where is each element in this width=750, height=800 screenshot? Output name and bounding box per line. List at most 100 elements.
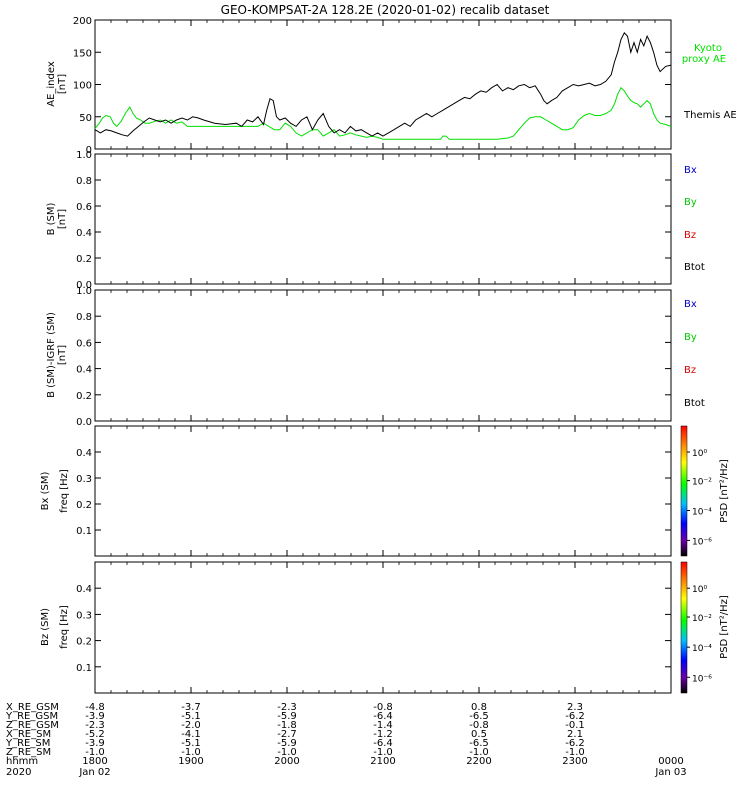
b-sm-igrf-ytick-label: 0.0 (76, 417, 92, 428)
bx-spectrogram-ytick-label: 0.3 (76, 474, 92, 485)
b-sm-ytick-label: 0.6 (76, 202, 92, 213)
bx-spectrogram-ytick-label: 0.2 (76, 500, 92, 511)
x-axis-value: 2.3 (567, 702, 583, 713)
bz-spectrogram-yunit: freq [Hz] (59, 605, 70, 649)
x-axis-value: Jan 03 (654, 767, 686, 778)
bz-colorbar-label: PSD [nT²/Hz] (719, 595, 730, 659)
x-axis-value: -1.0 (85, 747, 105, 758)
x-axis-value: -6.2 (565, 738, 585, 749)
x-axis-table: X_RE_GSMY_RE_GSMZ_RE_GSMX_RE_SMY_RE_SMZ_… (5, 702, 687, 778)
b-sm-igrf-yunit: [nT] (57, 345, 68, 365)
b-sm-legend-bz: Bz (684, 230, 696, 241)
b-sm-ytick-label: 0.2 (76, 254, 92, 265)
x-axis-row-label: Y_RE_GSM (5, 711, 58, 722)
x-axis-value: 0.8 (471, 702, 487, 713)
ae-yunit: [nT] (57, 74, 68, 94)
x-axis-value: -4.8 (85, 702, 105, 713)
x-axis-value: -1.0 (469, 747, 489, 758)
bx-spectrogram-colorbar-tick-label: 10⁻⁶ (692, 537, 712, 547)
x-axis-value: 2200 (466, 756, 491, 767)
b-sm-igrf-panel-frame (94, 289, 672, 422)
legend-kyoto-line2: proxy AE (682, 54, 726, 65)
bx-spectrogram-ytick-label: 0.1 (76, 526, 92, 537)
b-sm-igrf-ytick-label: 1.0 (76, 286, 92, 297)
x-axis-value: 1800 (82, 756, 107, 767)
bz-spectrogram-colorbar-tick-label: 10⁻⁶ (692, 674, 712, 684)
b-sm-igrf-ylabel: B (SM)-IGRF (SM) (46, 312, 57, 398)
ae-ytick-label: 0 (86, 145, 92, 156)
x-axis-value: -2.3 (277, 702, 297, 713)
bx-spectrogram-colorbar-tick-label: 10⁻² (692, 478, 712, 488)
x-axis-value: -6.4 (373, 738, 393, 749)
x-axis-row-label: hhmm (6, 756, 38, 767)
x-axis-value: -0.8 (469, 720, 489, 731)
x-axis-row-label: Y_RE_SM (5, 738, 50, 749)
b-sm-igrf-ytick-label: 0.8 (76, 312, 92, 323)
x-axis-value: -5.9 (277, 711, 297, 722)
x-axis-value: -5.1 (181, 711, 201, 722)
bz-spectrogram-frame (94, 561, 672, 694)
legend-kyoto-line1: Kyoto (694, 43, 722, 54)
ae-ylabel: AE_index (46, 61, 57, 107)
b-sm-igrf-panel: 0.0 0.2 0.4 0.6 0.8 1.0 B (SM)-IGRF (SM) [nT]… (46, 286, 705, 428)
b-sm-igrf-axes: 0.0 0.2 0.4 0.6 0.8 1.0 (76, 286, 672, 428)
b-sm-igrf-ytick-label: 0.2 (76, 391, 92, 402)
b-sm-legend-btot: Btot (684, 262, 705, 273)
ae-ytick-label: 150 (73, 48, 92, 59)
b-sm-igrf-ytick-label: 0.4 (76, 365, 92, 376)
bz-spectrogram-axes: 0.1 0.2 0.3 0.4 (76, 562, 672, 693)
b-sm-ytick-label: 0.0 (76, 280, 92, 291)
x-axis-value: -5.1 (181, 738, 201, 749)
kyoto-proxy-ae-line (94, 86, 672, 140)
x-axis-value: -3.9 (85, 711, 105, 722)
x-axis-value: 2000 (274, 756, 299, 767)
b-sm-igrf-legend-bz: Bz (684, 365, 696, 376)
bz-spectrogram-colorbar-tick-label: 10⁻² (692, 614, 712, 624)
bz-spectrogram-ytick-label: 0.1 (76, 663, 92, 674)
ae-ytick-label: 100 (73, 81, 92, 92)
x-axis-value: -1.8 (277, 720, 297, 731)
x-axis-value: 1900 (178, 756, 203, 767)
b-sm-igrf-legend-by: By (684, 332, 697, 343)
b-sm-yunit: [nT] (57, 209, 68, 229)
b-sm-axes: 0.0 0.2 0.4 0.6 0.8 1.0 (76, 150, 672, 291)
x-axis-value: -2.0 (181, 720, 201, 731)
page-title: GEO-KOMPSAT-2A 128.2E (2020-01-02) recal… (221, 3, 550, 17)
bz-spectrogram-ytick-label: 0.4 (76, 584, 92, 595)
bx-spectrogram-colorbar-tick-label: 10⁻⁴ (692, 508, 712, 518)
x-axis-value: -0.1 (565, 720, 585, 731)
bz-spectrogram-colorbar-tick-label: 10⁰ (692, 585, 707, 595)
x-axis-value: -6.4 (373, 711, 393, 722)
ae-ytick-label: 50 (79, 113, 92, 124)
b-sm-ytick-label: 1.0 (76, 150, 92, 161)
b-sm-legend-by: By (684, 197, 697, 208)
x-axis-value: -5.9 (277, 738, 297, 749)
x-axis-value: -2.3 (85, 720, 105, 731)
bx-spectrogram-yunit: freq [Hz] (59, 469, 70, 513)
x-axis-value: -1.0 (373, 747, 393, 758)
x-axis-row-label: 2020 (6, 767, 31, 778)
b-sm-ytick-label: 0.8 (76, 176, 92, 187)
x-axis-value: -5.2 (85, 729, 105, 740)
bx-spectrogram-axes: 0.1 0.2 0.3 0.4 (76, 426, 672, 556)
x-axis-value: 2100 (370, 756, 395, 767)
bx-spectrogram-panel: 0.10.20.30.4 Bx (SM) freq [Hz] 10⁰10⁻²10… (40, 425, 730, 557)
ae-ytick-label: 200 (73, 16, 92, 27)
x-axis-value: -1.0 (181, 747, 201, 758)
x-axis-value: -3.7 (181, 702, 201, 713)
x-axis-row-label: X_RE_GSM (6, 702, 59, 713)
b-sm-igrf-legend-bx: Bx (684, 299, 697, 310)
x-axis-value: -4.1 (181, 729, 201, 740)
x-axis-value: Jan 02 (78, 767, 110, 778)
ae-axes: 0 50 100 150 200 (73, 16, 672, 156)
x-axis-value: -3.9 (85, 738, 105, 749)
bz-colorbar-ticks: 10⁰ 10⁻² 10⁻⁴ 10⁻⁶ (687, 585, 712, 684)
x-axis-value: -6.2 (565, 711, 585, 722)
ae-panel: 0 50 100 150 200 AE_index [nT] Kyoto proxy A… (46, 16, 737, 156)
x-axis-value: 2.1 (567, 729, 583, 740)
x-axis-value: -6.5 (469, 738, 489, 749)
b-sm-ylabel: B (SM) (46, 202, 57, 235)
bx-spectrogram-ytick-label: 0.4 (76, 448, 92, 459)
x-axis-value: -1.0 (565, 747, 585, 758)
